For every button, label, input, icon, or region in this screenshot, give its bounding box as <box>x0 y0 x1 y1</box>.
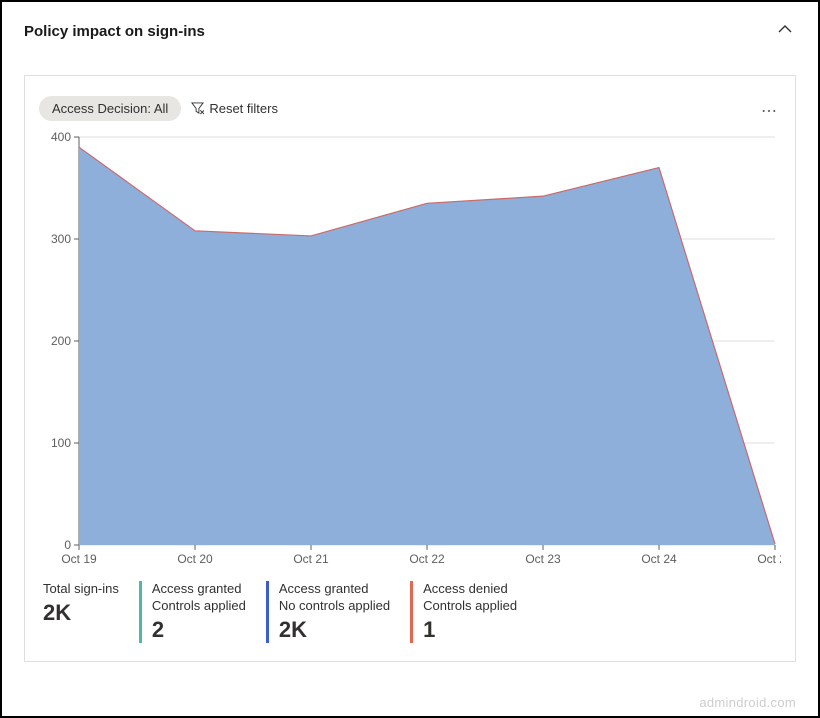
chevron-up-icon <box>778 22 792 36</box>
filter-reset-icon <box>191 102 204 115</box>
svg-text:Oct 24: Oct 24 <box>641 552 677 565</box>
card-header: Policy impact on sign-ins <box>2 2 818 55</box>
stat-value: 2K <box>43 600 119 626</box>
more-menu-button[interactable]: ⋯ <box>758 98 781 124</box>
watermark: admindroid.com <box>699 695 796 710</box>
stat-block: Access granted Controls applied2 <box>139 581 266 643</box>
ellipsis-icon: ⋯ <box>761 103 778 120</box>
stat-label: Total sign-ins <box>43 581 119 598</box>
chart-panel: Access Decision: All Reset filters ⋯ 010… <box>24 75 796 662</box>
svg-text:Oct 20: Oct 20 <box>177 552 213 565</box>
stat-block: Access granted No controls applied2K <box>266 581 410 643</box>
svg-text:Oct 21: Oct 21 <box>293 552 329 565</box>
reset-filters-button[interactable]: Reset filters <box>191 101 278 116</box>
stat-label: Access granted No controls applied <box>279 581 390 615</box>
area-chart: 0 100 200 300 400 Oct 19 Oct 20 Oct 21 Oct 22 Oct… <box>39 131 781 565</box>
stat-block: Access denied Controls applied1 <box>410 581 537 643</box>
svg-text:300: 300 <box>51 232 71 246</box>
svg-text:400: 400 <box>51 131 71 144</box>
stat-block: Total sign-ins 2K <box>39 581 139 643</box>
filter-pill-access-decision[interactable]: Access Decision: All <box>39 96 181 121</box>
svg-text:Oct 25: Oct 25 <box>757 552 781 565</box>
collapse-toggle[interactable] <box>774 18 796 45</box>
filter-bar: Access Decision: All Reset filters <box>39 96 781 121</box>
svg-text:200: 200 <box>51 334 71 348</box>
chart-container: 0 100 200 300 400 Oct 19 Oct 20 Oct 21 Oct 22 Oct… <box>39 131 781 565</box>
svg-text:0: 0 <box>64 538 71 552</box>
stat-label: Access granted Controls applied <box>152 581 246 615</box>
reset-filters-label: Reset filters <box>209 101 278 116</box>
svg-text:Oct 22: Oct 22 <box>409 552 445 565</box>
stat-value: 2 <box>152 617 246 643</box>
svg-text:Oct 23: Oct 23 <box>525 552 561 565</box>
svg-text:100: 100 <box>51 436 71 450</box>
card-title: Policy impact on sign-ins <box>24 23 205 40</box>
stat-value: 1 <box>423 617 517 643</box>
card-outer: Policy impact on sign-ins Access Decisio… <box>0 0 820 718</box>
stats-row: Total sign-ins 2K Access granted Controls … <box>39 581 781 643</box>
stat-label: Access denied Controls applied <box>423 581 517 615</box>
svg-text:Oct 19: Oct 19 <box>61 552 97 565</box>
stat-value: 2K <box>279 617 390 643</box>
